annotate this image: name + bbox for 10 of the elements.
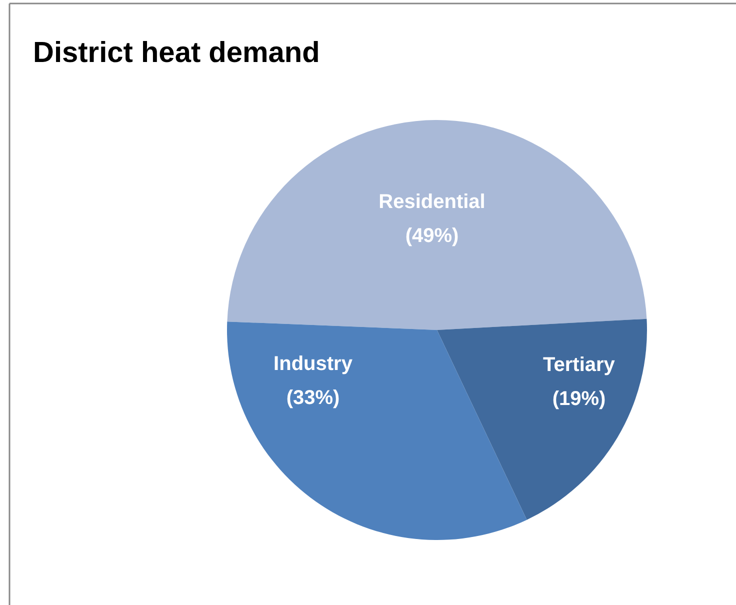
slice-label: Industry <box>274 353 354 375</box>
data-label: (19%) <box>552 388 606 410</box>
pie-slice <box>437 318 647 520</box>
data-label: (33%) <box>286 387 340 409</box>
data-label: (49%) <box>405 225 459 247</box>
pie-slice <box>227 322 527 540</box>
pie-slice <box>227 120 647 330</box>
slice-label: Residential <box>378 191 486 213</box>
chart-title: District heat demand <box>33 37 320 69</box>
slice-label: Tertiary <box>543 354 616 376</box>
